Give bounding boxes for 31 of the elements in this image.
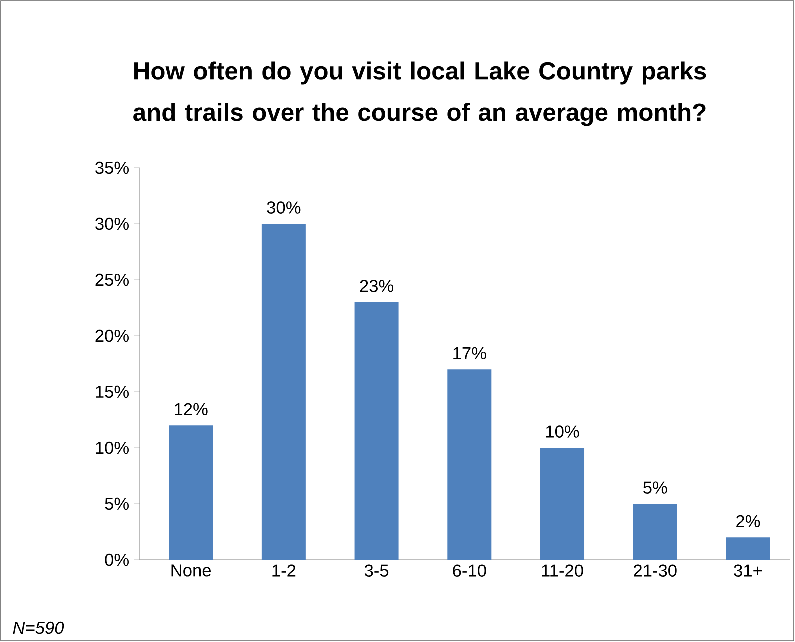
y-tick-label: 15%	[96, 386, 129, 398]
x-tick-label: 6-10	[453, 564, 486, 577]
bar	[262, 224, 306, 560]
bar	[633, 504, 678, 560]
x-tick-label: None	[172, 564, 212, 577]
data-label: 23%	[360, 280, 394, 292]
y-tick-label: 20%	[96, 330, 129, 342]
x-tick-label: 3-5	[364, 564, 389, 577]
data-label: 12%	[175, 403, 208, 416]
bar	[726, 538, 770, 560]
y-tick-label: 5%	[105, 498, 129, 510]
x-tick-label: 1-2	[272, 564, 296, 577]
bar	[540, 448, 585, 560]
x-tick-label: 21-30	[634, 564, 677, 577]
data-label: 5%	[644, 482, 668, 494]
y-tick-label: 30%	[96, 218, 129, 230]
y-tick-label: 25%	[96, 274, 129, 286]
text: N=590	[13, 622, 64, 634]
chart-title: How often do you visit local Lake Country parks and trails over the course of an average month?	[134, 62, 706, 126]
data-label: 17%	[454, 347, 486, 360]
data-label: 2%	[736, 515, 760, 528]
bar	[448, 370, 492, 560]
data-label: 30%	[267, 202, 301, 214]
y-tick-label: 35%	[96, 162, 129, 174]
x-tick-label: 11-20	[542, 564, 584, 577]
x-tick-label: 31+	[734, 564, 762, 577]
bar	[354, 302, 399, 560]
y-tick-label: 10%	[96, 442, 129, 454]
bar	[169, 426, 214, 560]
y-tick-label: 0%	[105, 554, 129, 566]
data-label: 10%	[546, 426, 580, 438]
